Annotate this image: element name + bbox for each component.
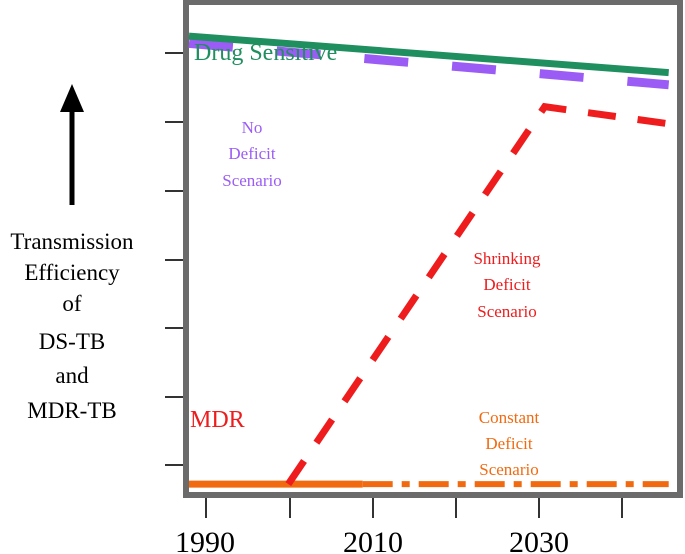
x-tick-label-2030: 2030 — [509, 526, 569, 554]
series-line-shrinking-deficit-scenario — [285, 102, 670, 487]
y-label-line5: and — [55, 363, 89, 388]
y-label-line1: Transmission — [10, 229, 134, 254]
drug-sensitive-label: Drug Sensitive — [194, 40, 337, 66]
y-axis-ticks — [165, 52, 183, 466]
y-label-line6: MDR-TB — [27, 398, 116, 423]
y-label-line3: of — [62, 291, 82, 316]
y-label-line2: Efficiency — [24, 260, 120, 285]
constant-deficit-label-line1: Constant — [479, 408, 540, 427]
y-label-line4: DS-TB — [39, 329, 105, 354]
constant-deficit-label-line3: Scenario — [479, 460, 538, 479]
constant-deficit-label-line2: Deficit — [485, 434, 532, 453]
no-deficit-label-line1: No — [242, 118, 263, 137]
shrinking-deficit-label-line1: Shrinking — [473, 249, 541, 268]
series-line-drug-sensitive — [188, 32, 669, 77]
no-deficit-label-line2: Deficit — [228, 144, 275, 163]
no-deficit-label-line3: Scenario — [222, 171, 281, 190]
x-tick-label-1990: 1990 — [175, 526, 235, 554]
shrinking-deficit-label-line2: Deficit — [483, 275, 530, 294]
x-axis-ticks — [205, 498, 623, 518]
up-arrow-icon — [60, 84, 84, 112]
series-group — [188, 32, 670, 488]
mdr-label: MDR — [190, 407, 245, 433]
shrinking-deficit-label-line3: Scenario — [477, 302, 536, 321]
plot-frame — [183, 0, 683, 498]
x-tick-label-2010: 2010 — [343, 526, 403, 554]
